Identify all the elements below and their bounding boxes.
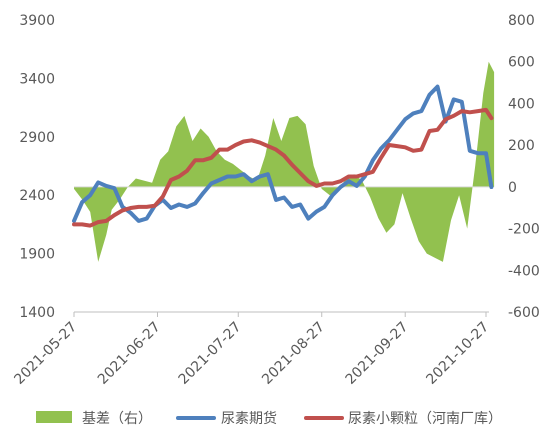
right-tick-label: 800	[508, 13, 535, 29]
left-y-axis: 1400 1900 2400 2900 3400 3900	[19, 13, 55, 321]
right-tick-label: 600	[508, 55, 535, 71]
left-tick-label: 1400	[19, 305, 55, 321]
right-tick-label: -200	[508, 222, 540, 238]
x-tick-label: 2021-10-27	[423, 319, 492, 388]
x-tick-label: 2021-05-27	[11, 319, 80, 388]
series-area-basis	[74, 61, 495, 262]
plot-area	[72, 61, 495, 262]
legend: 基差（右） 尿素期货 尿素小颗粒（河南厂库）	[36, 410, 502, 427]
x-axis: 2021-05-27 2021-06-27 2021-07-27 2021-08-27…	[11, 311, 492, 388]
legend-label: 基差（右）	[82, 410, 152, 427]
left-tick-label: 3400	[19, 71, 55, 87]
right-tick-label: 200	[508, 138, 535, 154]
legend-label: 尿素期货	[221, 410, 277, 427]
left-tick-label: 3900	[19, 13, 55, 29]
x-tick-label: 2021-08-27	[259, 319, 328, 388]
right-y-axis: -600 -400 -200 0 200 400 600 800	[508, 13, 540, 321]
x-tick-label: 2021-07-27	[176, 319, 245, 388]
right-tick-label: 400	[508, 96, 535, 112]
left-tick-label: 2900	[19, 130, 55, 146]
x-tick-label: 2021-06-27	[95, 319, 164, 388]
series-line-1	[72, 84, 494, 223]
right-tick-label: -600	[508, 305, 540, 321]
right-tick-label: 0	[508, 180, 517, 196]
right-tick-label: -400	[508, 263, 540, 279]
left-tick-label: 1900	[19, 247, 55, 263]
legend-swatch-area	[36, 411, 72, 423]
left-tick-label: 2400	[19, 188, 55, 204]
x-tick-label: 2021-09-27	[343, 319, 412, 388]
legend-label: 尿素小颗粒（河南厂库）	[348, 411, 502, 427]
series-line-2	[72, 107, 494, 228]
